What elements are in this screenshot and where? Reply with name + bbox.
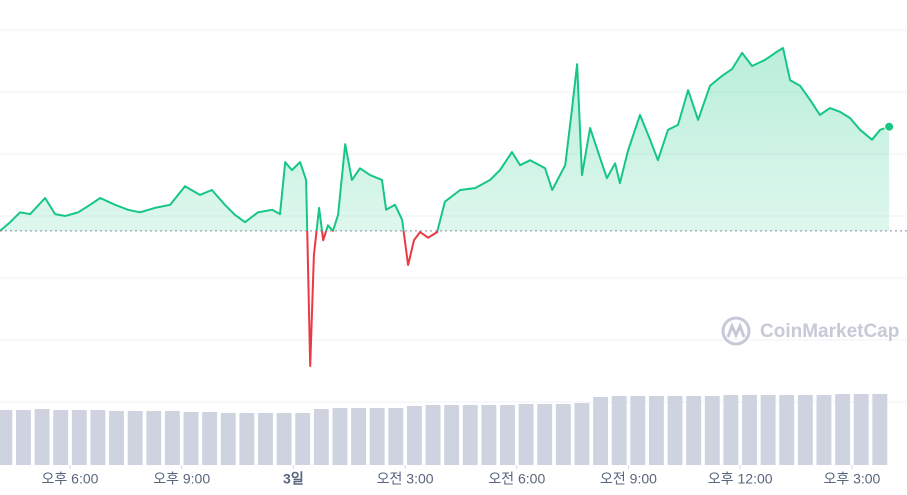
watermark: CoinMarketCap [721,316,899,346]
volume-bar [90,410,106,465]
volume-bar [258,413,273,465]
volume-bar [518,404,534,465]
volume-bar [276,413,292,465]
price-area [0,48,890,231]
volume-bar [406,406,422,465]
volume-bar [164,411,180,465]
x-tick-label: 오후 12:00 [708,471,773,487]
volume-bar [109,411,124,465]
volume-bar [351,408,367,465]
volume-bar [723,395,739,465]
volume-bar [853,394,869,465]
volume-bar [835,394,851,465]
x-tick-label: 오후 9:00 [153,471,210,487]
volume-bar [34,409,50,465]
volume-bar [313,409,329,465]
x-tick-label: 오후 6:00 [42,471,99,487]
volume-bar [630,396,646,465]
watermark-logo-mark [726,321,746,339]
volume-bar [593,397,609,465]
x-tick-label: 3일 [283,471,304,487]
x-tick-label: 오후 3:00 [823,471,880,487]
volume-bar [574,403,590,465]
volume-bar [872,394,888,465]
volume-bar [611,396,627,465]
volume-bar [816,395,832,465]
watermark-logo [721,316,751,346]
volume-bar [648,396,664,465]
volume-bar [500,405,515,465]
volume-bar [16,410,31,465]
volume-bar [388,408,404,465]
volume-bar [53,410,69,465]
price-line-down [0,230,439,367]
volume-bar [202,412,218,465]
x-tick-label: 오전 3:00 [377,471,434,487]
volume-bar [667,396,683,465]
volume-bar [146,411,162,465]
volume-bar [332,408,348,465]
volume-bar [71,410,87,465]
volume-bar [686,396,702,465]
volume-bar [779,395,795,465]
x-tick-label: 오전 9:00 [600,471,657,487]
volume-bar [425,405,441,465]
volume-bar [0,410,13,465]
volume-bar [220,413,236,465]
volume-bar [481,405,497,465]
volume-bar [742,395,757,465]
watermark-text: CoinMarketCap [760,321,899,342]
volume-bar [537,404,553,465]
volume-bar [369,408,385,465]
volume-bar [444,405,460,465]
volume-bar [295,413,311,465]
volume-bar [239,413,255,465]
volume-bar [760,395,776,465]
volume-bar [555,404,571,465]
x-tick-label: 오전 6:00 [488,471,545,487]
volume-bar [462,405,478,465]
volume-bar [127,411,143,465]
price-line-up [0,47,890,231]
last-point [884,121,895,132]
volume-bar [183,412,199,465]
volume-bar [797,395,813,465]
volume-bar [704,396,720,465]
